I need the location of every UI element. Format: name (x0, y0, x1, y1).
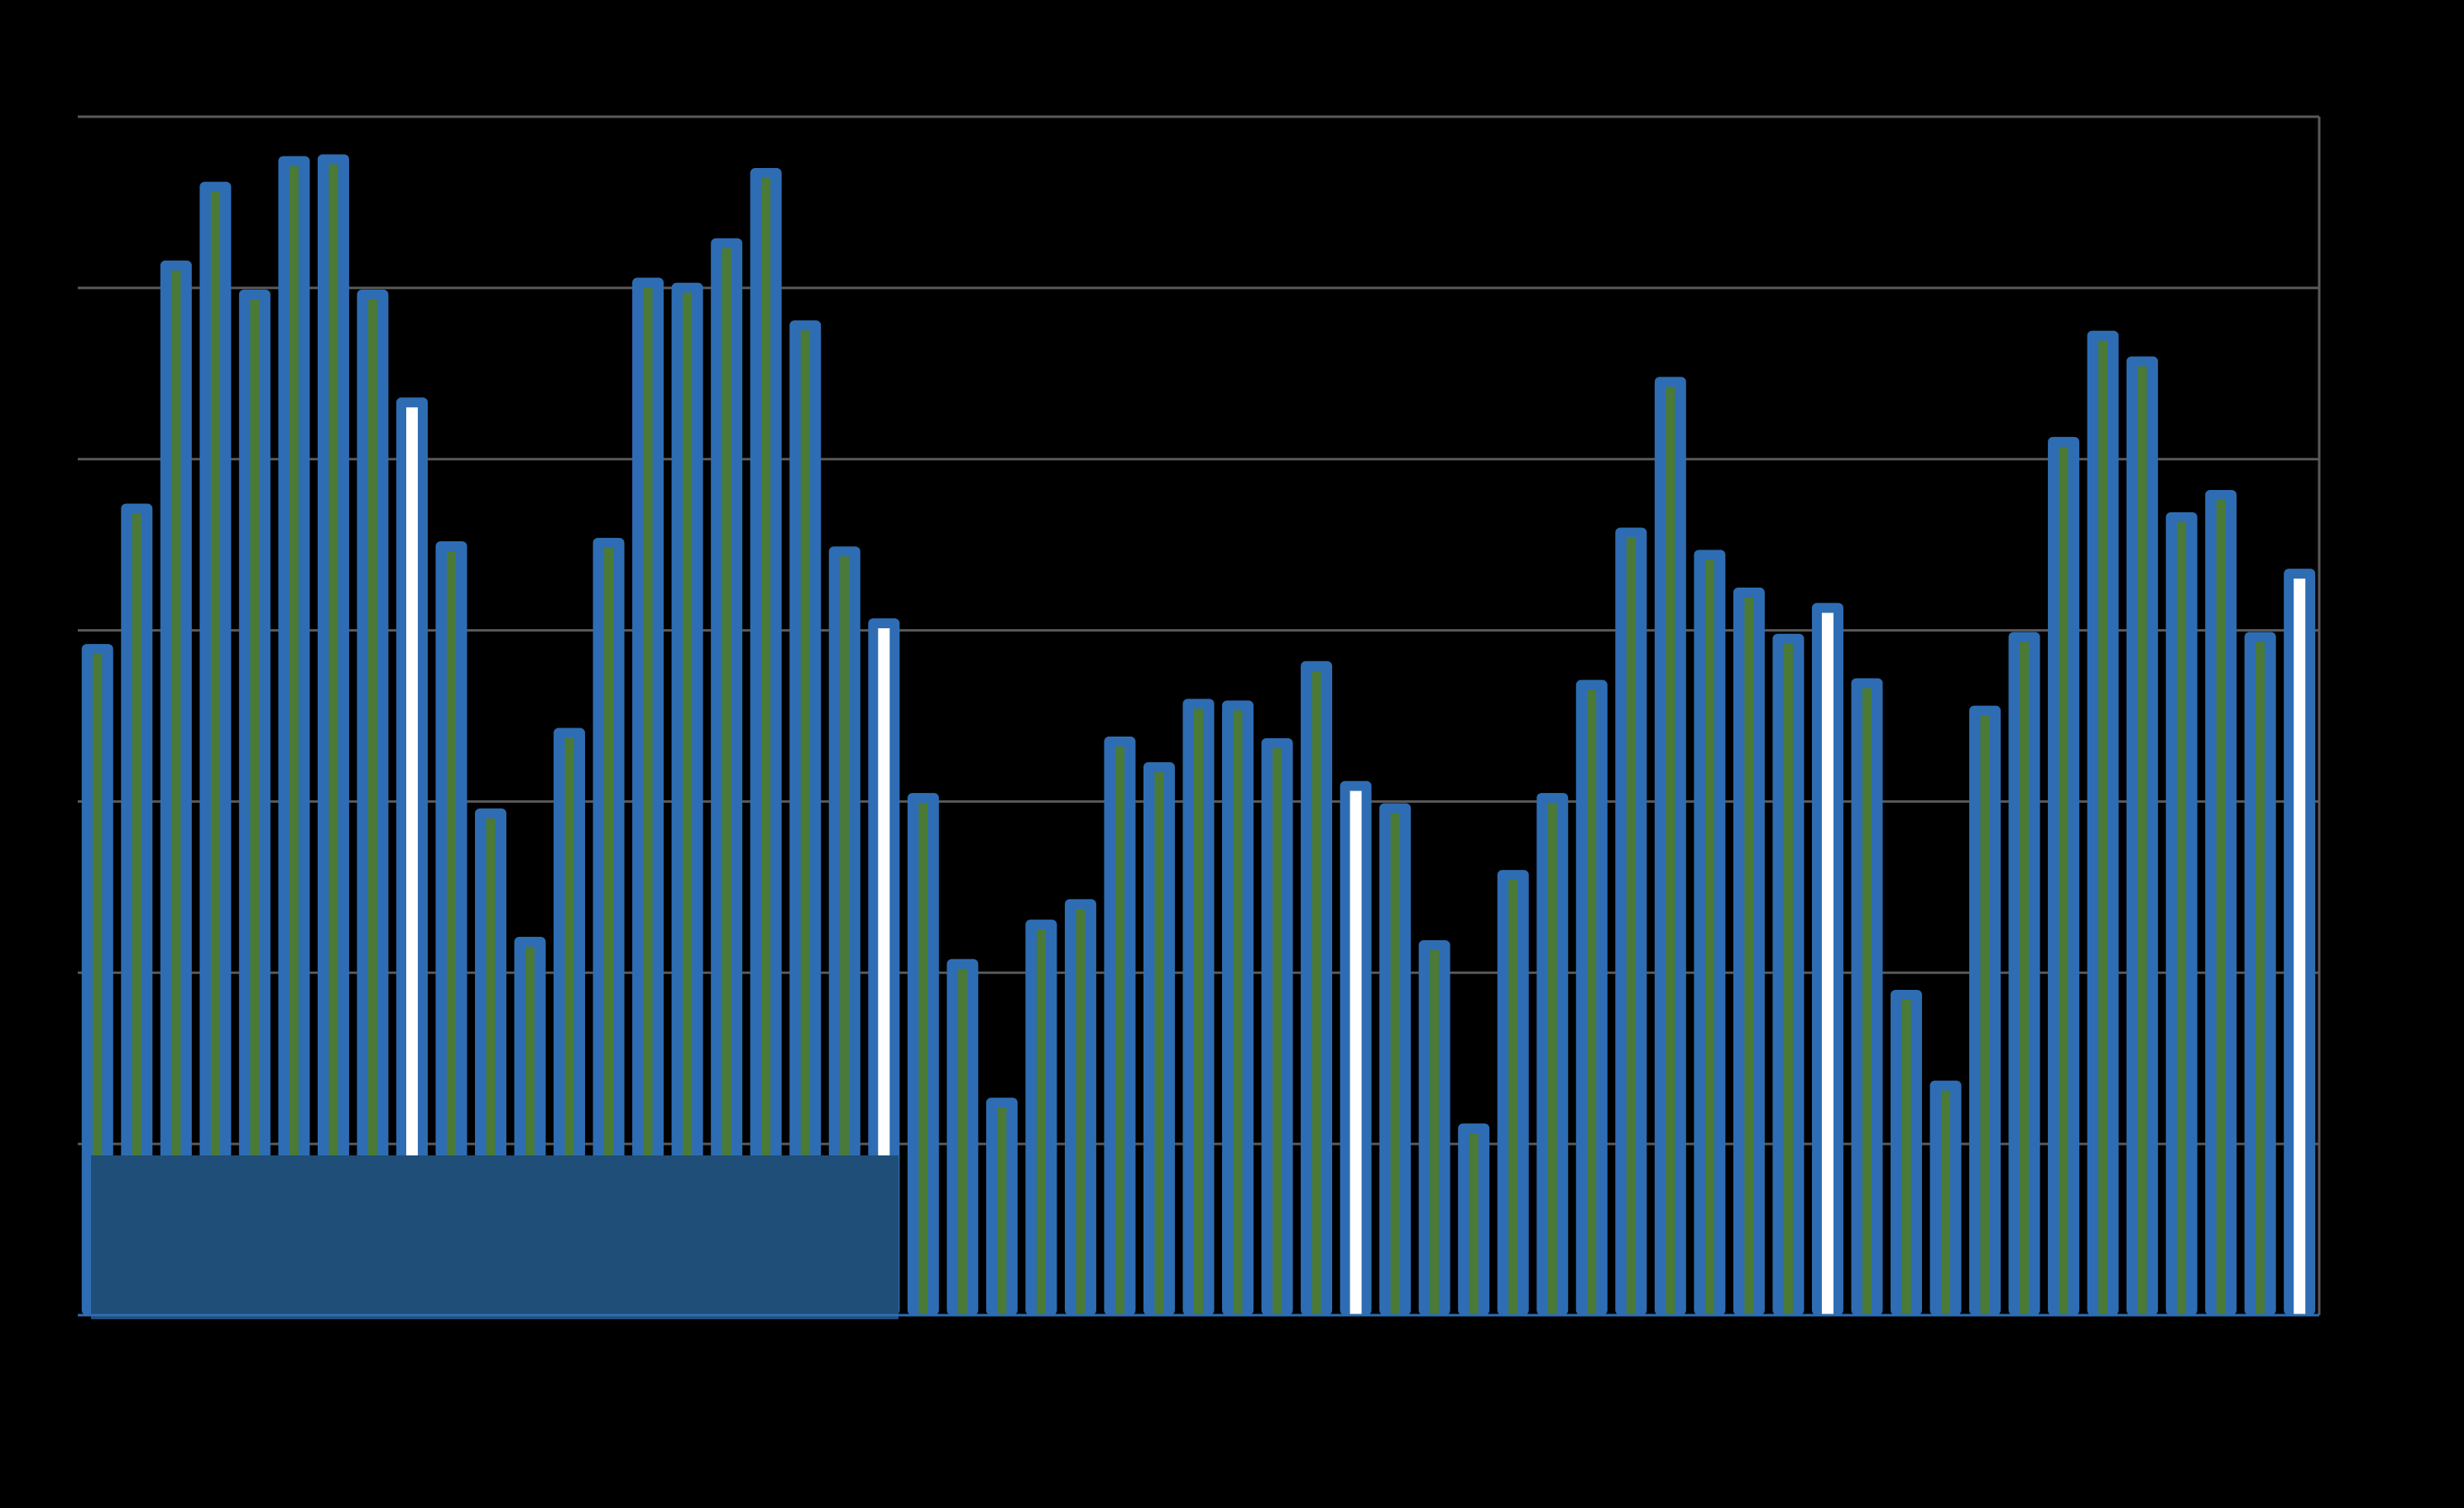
bar-inner-stripe (1233, 710, 1243, 1315)
bar-inner-stripe (289, 166, 299, 1315)
bar-inner-stripe (1587, 689, 1597, 1315)
overlay-box (91, 1155, 899, 1319)
bar-highlight-stripe (1821, 612, 1834, 1315)
bar-inner-stripe (525, 946, 535, 1315)
bar-inner-stripe (683, 292, 693, 1316)
bar-inner-stripe (1273, 747, 1282, 1315)
bar-inner-stripe (171, 270, 181, 1315)
bar-inner-stripe (447, 551, 456, 1315)
bar-inner-stripe (761, 178, 771, 1316)
bar-inner-stripe (132, 513, 141, 1315)
bar-inner-stripe (1941, 1090, 1950, 1315)
bar-inner-stripe (643, 287, 653, 1316)
bar-inner-stripe (250, 299, 260, 1315)
bar-inner-stripe (1508, 880, 1518, 1315)
bar-highlight-stripe (405, 407, 418, 1315)
bar-inner-stripe (1430, 949, 1440, 1315)
bar-inner-stripe (1626, 537, 1636, 1315)
bar-inner-stripe (1704, 559, 1714, 1315)
bar-inner-stripe (1469, 1133, 1479, 1315)
bar-inner-stripe (604, 547, 614, 1315)
bar-inner-stripe (918, 803, 928, 1315)
bar-inner-stripe (93, 654, 103, 1315)
bar-inner-stripe (2216, 499, 2226, 1315)
bar-inner-stripe (2255, 641, 2265, 1315)
bar-inner-stripe (800, 330, 810, 1315)
axes (78, 115, 2321, 1317)
bar-inner-stripe (1901, 999, 1911, 1315)
bar-inner-stripe (1666, 387, 1675, 1315)
bar-inner-stripe (1744, 597, 1754, 1315)
bar-inner-stripe (997, 1107, 1007, 1315)
bar-inner-stripe (840, 556, 850, 1315)
bar-inner-stripe (1980, 715, 1990, 1315)
bar-inner-stripe (1036, 929, 1046, 1315)
bar-inner-stripe (564, 737, 574, 1315)
bar-inner-stripe (328, 164, 338, 1316)
bar-inner-stripe (2020, 641, 2030, 1315)
bar-inner-stripe (367, 299, 377, 1315)
bar-inner-stripe (1547, 803, 1557, 1315)
bar-inner-stripe (1390, 813, 1400, 1315)
bar-highlight-stripe (878, 628, 890, 1315)
bar-inner-stripe (957, 968, 967, 1315)
bar-highlight-stripe (2294, 579, 2306, 1315)
bar-inner-stripe (2059, 446, 2069, 1315)
bar-inner-stripe (486, 818, 496, 1315)
bar-inner-stripe (2098, 340, 2108, 1316)
bar-inner-stripe (1862, 688, 1872, 1315)
bar-inner-stripe (1076, 909, 1086, 1315)
bar-inner-stripe (721, 247, 731, 1316)
bar-inner-stripe (1154, 771, 1164, 1315)
bar-inner-stripe (1311, 670, 1321, 1315)
bar-inner-stripe (1783, 643, 1793, 1315)
bar-inner-stripe (210, 191, 220, 1315)
bars (81, 154, 2316, 1316)
bar-highlight-stripe (1349, 790, 1362, 1315)
overlay-layer (91, 1155, 899, 1319)
bar-inner-stripe (1115, 746, 1124, 1315)
bar-inner-stripe (2137, 366, 2147, 1316)
bar-inner-stripe (2177, 521, 2187, 1315)
bar-inner-stripe (1194, 708, 1203, 1315)
